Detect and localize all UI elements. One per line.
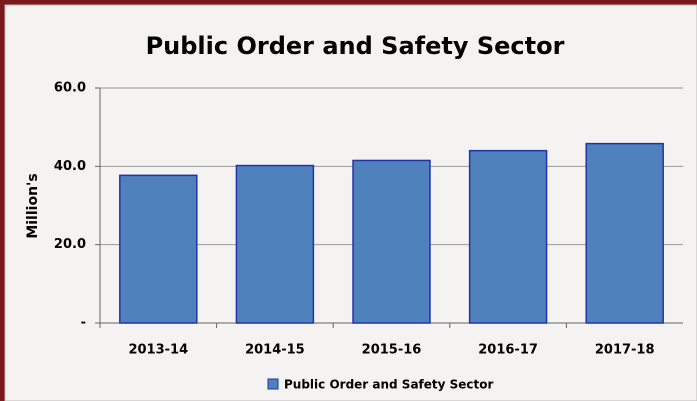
y-tick-label: - xyxy=(81,316,86,331)
bar xyxy=(585,142,664,324)
chart-border xyxy=(4,4,697,401)
y-axis-label: Million's xyxy=(25,173,41,238)
bar xyxy=(119,174,198,324)
y-tick-label: 40.0 xyxy=(54,159,86,174)
x-tick-label: 2017-18 xyxy=(595,343,655,358)
x-tick-label: 2013-14 xyxy=(128,343,188,358)
x-tick-label: 2014-15 xyxy=(245,343,305,358)
chart-title: Public Order and Safety Sector xyxy=(146,32,565,60)
x-tick-label: 2015-16 xyxy=(362,343,422,358)
legend-label: Public Order and Safety Sector xyxy=(284,378,494,392)
y-tick-label: 20.0 xyxy=(54,237,86,252)
y-tick-label: 60.0 xyxy=(54,81,86,96)
frame-left xyxy=(0,0,5,401)
bar xyxy=(352,159,431,324)
bar xyxy=(235,164,315,324)
x-tick-label: 2016-17 xyxy=(478,343,538,358)
bar xyxy=(468,149,548,324)
legend-swatch xyxy=(267,378,279,390)
frame-top xyxy=(0,0,697,5)
